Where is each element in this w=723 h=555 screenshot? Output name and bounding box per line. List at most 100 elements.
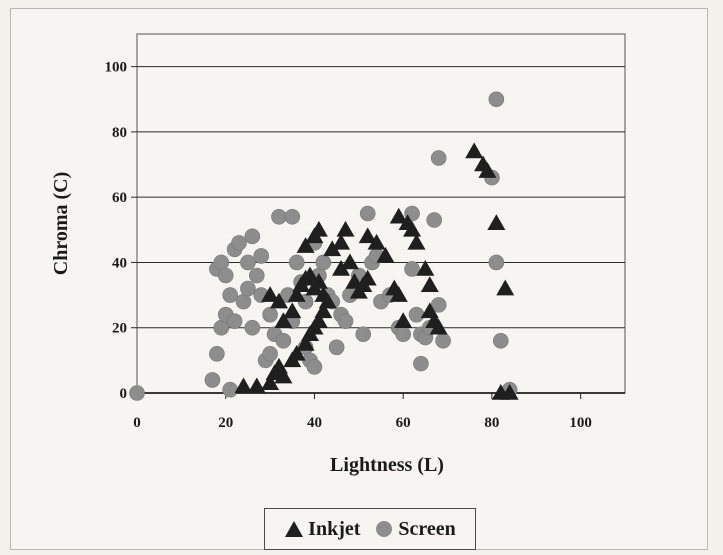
x-tick-label: 60 <box>396 415 411 431</box>
data-point-screen <box>488 91 505 108</box>
data-point-inkjet <box>296 237 315 253</box>
data-point-screen <box>284 208 301 225</box>
data-point-inkjet <box>394 312 413 328</box>
data-point-screen <box>359 205 376 222</box>
data-point-inkjet <box>287 344 306 361</box>
y-tick-label: 80 <box>112 125 127 141</box>
data-point-screen <box>262 346 278 362</box>
data-point-screen <box>408 306 425 323</box>
data-point-screen <box>288 254 305 271</box>
data-point-screen <box>328 339 345 356</box>
data-point-screen <box>306 359 323 375</box>
data-point-inkjet <box>323 240 342 257</box>
data-point-screen <box>217 267 234 284</box>
data-point-inkjet <box>283 302 302 319</box>
data-point-screen <box>244 319 261 336</box>
data-point-screen <box>129 385 145 401</box>
data-point-inkjet <box>403 220 422 237</box>
data-point-inkjet <box>287 286 306 302</box>
data-point-inkjet <box>314 302 333 319</box>
x-tick-label: 40 <box>307 415 322 431</box>
x-axis-title: Lightness (L) <box>330 454 444 476</box>
plot-area <box>136 33 626 394</box>
data-point-inkjet <box>340 253 359 270</box>
data-point-screen <box>315 254 332 271</box>
data-point-inkjet <box>332 233 351 250</box>
y-tick-label: 40 <box>112 255 127 271</box>
data-point-screen <box>404 261 420 277</box>
data-point-inkjet <box>274 367 293 384</box>
data-point-screen <box>430 150 447 166</box>
data-point-screen <box>413 355 429 372</box>
data-point-inkjet <box>389 207 408 224</box>
data-point-inkjet <box>416 259 435 276</box>
data-point-screen <box>235 293 252 310</box>
data-point-inkjet <box>478 162 497 178</box>
triangle-marker-icon <box>285 521 304 537</box>
data-point-inkjet <box>367 233 386 250</box>
data-point-screen <box>337 313 354 330</box>
data-point-inkjet <box>234 377 253 394</box>
data-point-screen <box>226 313 243 330</box>
scatter-chart: 0 20 40 60 80 100 0 20 40 60 80 100 Lightness (L) Chr… <box>50 33 626 476</box>
data-point-inkjet <box>247 377 266 394</box>
legend: Inkjet Screen <box>264 508 476 550</box>
data-point-screen <box>240 254 256 271</box>
y-tick-label: 0 <box>120 386 128 402</box>
data-point-inkjet <box>332 259 351 276</box>
data-point-screen <box>275 332 292 349</box>
data-point-screen <box>435 332 451 349</box>
data-point-screen <box>253 248 270 264</box>
data-point-screen <box>240 280 256 297</box>
y-tick-label: 20 <box>112 321 127 337</box>
data-point-screen <box>271 208 287 225</box>
data-point-inkjet <box>269 292 288 309</box>
data-point-inkjet <box>487 214 506 231</box>
x-tick-label: 100 <box>569 415 592 431</box>
data-point-screen <box>204 372 221 388</box>
data-point-inkjet <box>301 266 320 283</box>
data-point-screen <box>244 228 261 245</box>
data-point-screen <box>262 306 278 323</box>
data-point-screen <box>355 326 372 343</box>
data-point-inkjet <box>261 286 280 302</box>
data-point-inkjet <box>376 246 395 263</box>
data-point-inkjet <box>318 292 337 309</box>
data-point-inkjet <box>500 384 519 400</box>
y-tick-label: 60 <box>112 190 127 206</box>
data-point-inkjet <box>274 312 293 328</box>
circle-marker-icon <box>376 521 393 537</box>
data-point-inkjet <box>429 318 448 335</box>
legend-label-screen: Screen <box>398 517 456 540</box>
legend-label-inkjet: Inkjet <box>308 517 361 540</box>
data-point-screen <box>231 235 247 251</box>
legend-item-inkjet: Inkjet <box>284 518 360 541</box>
data-point-inkjet <box>389 286 408 302</box>
data-point-screen <box>248 267 265 284</box>
data-point-inkjet <box>358 269 377 286</box>
data-point-inkjet <box>465 142 484 159</box>
data-point-screen <box>492 332 509 349</box>
data-point-inkjet <box>407 233 426 250</box>
data-point-screen <box>209 346 225 362</box>
x-tick-label: 0 <box>133 415 141 431</box>
y-axis-title: Chroma (C) <box>50 172 72 276</box>
data-point-inkjet <box>420 276 439 293</box>
data-point-inkjet <box>358 227 377 244</box>
data-point-screen <box>213 254 230 271</box>
data-point-inkjet <box>296 335 315 351</box>
y-tick-label: 100 <box>105 60 128 76</box>
data-point-screen <box>222 381 238 398</box>
data-point-inkjet <box>336 220 355 237</box>
data-point-inkjet <box>496 279 515 296</box>
data-point-screen <box>213 319 230 336</box>
data-point-screen <box>488 254 505 271</box>
data-point-inkjet <box>309 312 328 328</box>
data-point-screen <box>222 287 238 303</box>
legend-item-screen: Screen <box>374 517 456 541</box>
data-point-screen <box>426 212 443 228</box>
x-tick-label: 80 <box>484 415 499 431</box>
chart-frame: 0 20 40 60 80 100 0 20 40 60 80 100 Lightness (L) Chr… <box>10 8 708 550</box>
x-tick-label: 20 <box>218 415 233 431</box>
data-point-screen <box>395 326 411 343</box>
